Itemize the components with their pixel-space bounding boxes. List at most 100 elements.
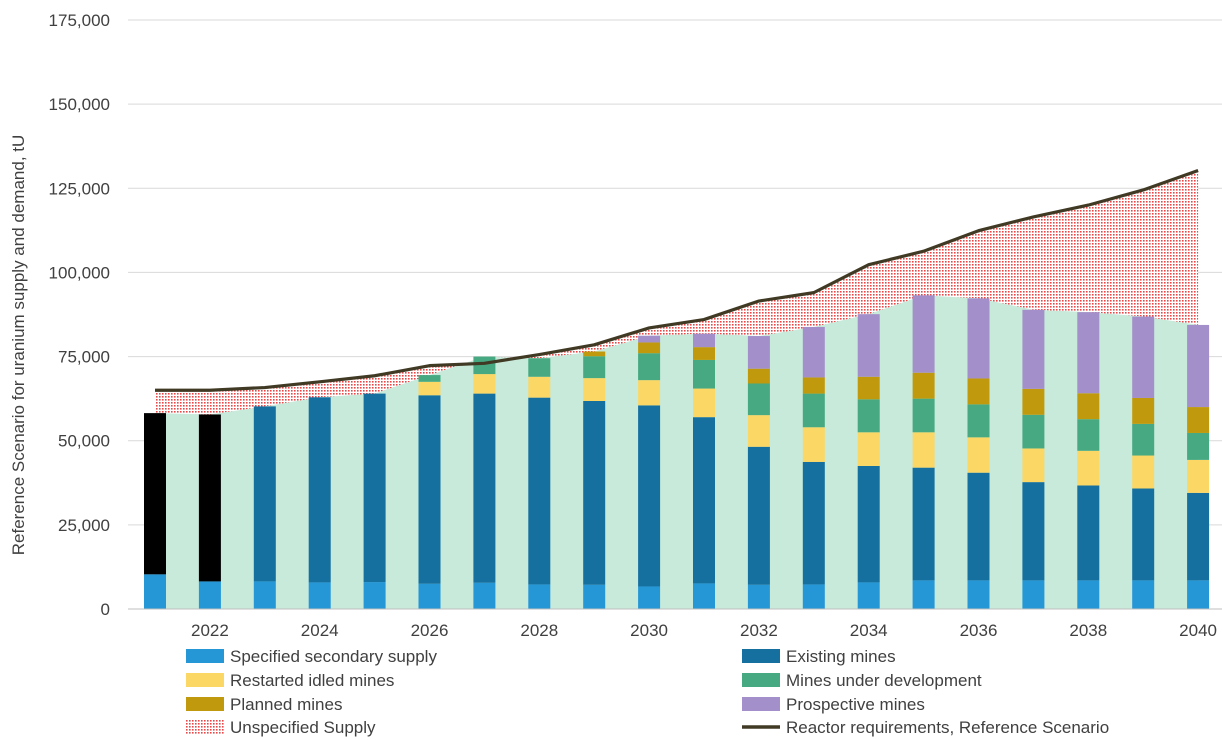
bar-planned-2034 — [857, 376, 880, 400]
bar-specified-2034 — [857, 582, 880, 609]
bar-specified-2022 — [198, 581, 221, 609]
legend-item-planned: Planned mines — [186, 695, 342, 714]
bar-restarted-2027 — [473, 374, 496, 394]
y-tick-label: 50,000 — [58, 432, 110, 451]
bar-existing-2029 — [583, 400, 606, 585]
bar-planned-2031 — [693, 347, 715, 360]
bar-existing-2031 — [693, 417, 715, 584]
bar-development-2039 — [1132, 423, 1155, 456]
bar-black-2021 — [144, 413, 166, 575]
bar-prospective-2039 — [1132, 316, 1155, 398]
bar-specified-2027 — [473, 582, 496, 609]
bar-existing-2027 — [473, 393, 496, 583]
bar-specified-2025 — [363, 582, 386, 609]
bar-specified-2037 — [1022, 580, 1045, 609]
bar-planned-2030 — [638, 342, 661, 354]
bar-development-2036 — [967, 404, 990, 438]
bar-development-2034 — [857, 399, 880, 433]
bar-restarted-2031 — [693, 388, 715, 418]
bar-restarted-2037 — [1022, 448, 1045, 483]
bar-development-2026 — [418, 375, 441, 382]
y-axis-label: Reference Scenario for uranium supply an… — [9, 135, 28, 556]
bar-existing-2032 — [747, 446, 770, 585]
bar-specified-2023 — [253, 581, 276, 609]
x-tick-label: 2022 — [191, 621, 229, 640]
bar-black-2022 — [198, 414, 221, 582]
bar-planned-2029 — [583, 351, 606, 357]
bar-prospective-2032 — [747, 336, 770, 369]
legend-label: Restarted idled mines — [230, 671, 394, 690]
bar-restarted-2030 — [638, 380, 661, 406]
x-tick-label: 2028 — [520, 621, 558, 640]
bar-development-2028 — [528, 358, 551, 377]
bar-specified-2038 — [1077, 580, 1100, 609]
x-tick-label: 2036 — [960, 621, 998, 640]
bar-existing-2035 — [912, 467, 935, 581]
bar-development-2031 — [693, 359, 715, 389]
legend-swatch — [186, 720, 224, 734]
bar-specified-2028 — [528, 584, 551, 609]
bar-specified-2033 — [802, 584, 825, 609]
bar-development-2032 — [747, 383, 770, 416]
y-tick-label: 25,000 — [58, 516, 110, 535]
legend-item-existing: Existing mines — [742, 647, 896, 666]
bar-prospective-2031 — [693, 333, 715, 348]
stacked-bars — [144, 295, 1210, 609]
bar-existing-2039 — [1132, 488, 1155, 581]
bar-development-2037 — [1022, 414, 1045, 449]
bar-existing-2025 — [363, 393, 386, 583]
bar-development-2038 — [1077, 419, 1100, 451]
bar-planned-2033 — [802, 377, 825, 394]
supply-background-area — [155, 295, 1199, 609]
axes: 0 25,000 50,000 75,000 100,000 125,000 150,000… — [49, 11, 1222, 640]
x-tick-label: 2024 — [301, 621, 339, 640]
bar-specified-2031 — [693, 583, 715, 609]
bar-restarted-2040 — [1187, 459, 1210, 493]
legend-item-prospective: Prospective mines — [742, 695, 925, 714]
y-tick-label: 75,000 — [58, 348, 110, 367]
bar-existing-2024 — [308, 397, 331, 583]
legend-swatch — [742, 673, 780, 687]
bar-restarted-2032 — [747, 415, 770, 447]
bar-prospective-2040 — [1187, 324, 1210, 408]
bar-prospective-2033 — [802, 326, 825, 378]
bar-existing-2036 — [967, 472, 990, 581]
bar-restarted-2028 — [528, 376, 551, 398]
bar-restarted-2035 — [912, 432, 935, 468]
legend-swatch — [742, 697, 780, 711]
bar-specified-2032 — [747, 584, 770, 609]
stacked-areas — [155, 170, 1199, 609]
bar-existing-2023 — [253, 406, 276, 582]
legend-item-development: Mines under development — [742, 671, 982, 690]
bar-prospective-2036 — [967, 298, 990, 379]
bar-restarted-2026 — [418, 381, 441, 396]
reactor-requirements-line — [155, 168, 1199, 392]
bar-development-2029 — [583, 356, 606, 379]
legend-item-restarted: Restarted idled mines — [186, 671, 394, 690]
bar-existing-2034 — [857, 465, 880, 583]
legend-label: Specified secondary supply — [230, 647, 437, 666]
bar-prospective-2034 — [857, 314, 880, 377]
bar-development-2027 — [473, 356, 496, 375]
bar-specified-2021 — [144, 574, 166, 609]
x-tick-label: 2038 — [1069, 621, 1107, 640]
bar-specified-2024 — [308, 582, 331, 609]
legend-item-reactor: Reactor requirements, Reference Scenario — [742, 718, 1109, 737]
bar-development-2040 — [1187, 432, 1210, 460]
bar-planned-2037 — [1022, 388, 1045, 415]
bar-planned-2040 — [1187, 407, 1210, 433]
bar-existing-2028 — [528, 397, 551, 585]
legend-label: Unspecified Supply — [230, 718, 376, 737]
bar-existing-2033 — [802, 461, 825, 585]
legend-label: Existing mines — [786, 647, 896, 666]
x-tick-label: 2032 — [740, 621, 778, 640]
y-tick-label: 125,000 — [49, 179, 110, 198]
bar-planned-2038 — [1077, 393, 1100, 420]
bar-prospective-2038 — [1077, 312, 1100, 394]
bar-restarted-2029 — [583, 378, 606, 401]
bar-restarted-2033 — [802, 427, 825, 462]
bar-restarted-2036 — [967, 437, 990, 473]
bar-restarted-2039 — [1132, 455, 1155, 489]
legend-swatch — [742, 649, 780, 663]
